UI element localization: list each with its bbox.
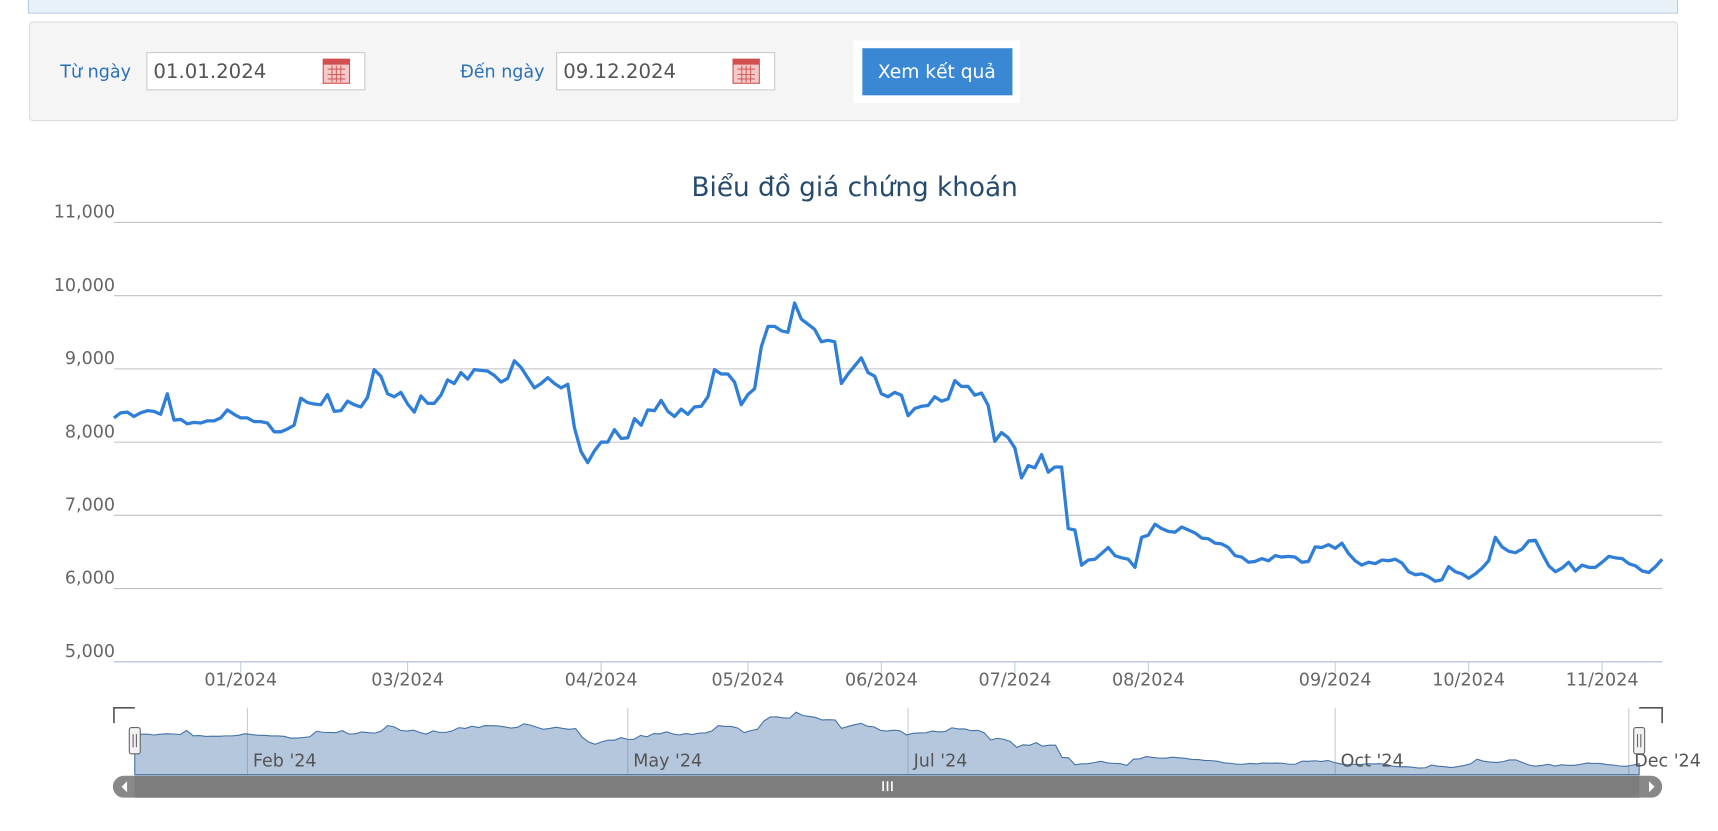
navigator-tick-label: Oct '24: [1341, 752, 1404, 772]
button-label: Xem kết quả: [878, 61, 996, 83]
y-tick-label: 11,000: [54, 203, 115, 223]
submit-button[interactable]: [862, 48, 1013, 96]
x-tick-label: 03/2024: [371, 670, 444, 690]
y-tick-label: 5,000: [65, 642, 115, 662]
to-value: 09.12.2024: [563, 60, 676, 83]
x-tick-label: 08/2024: [1112, 670, 1185, 690]
chart: 5,000 6,000 7,000 8,000 9,000 10,000 11,000 01/…: [54, 203, 1701, 798]
x-tick-label: 01/2024: [204, 670, 277, 690]
scrollbar-grip: [882, 781, 893, 792]
navigator-outline: [113, 707, 1663, 724]
calendar-icon[interactable]: [322, 58, 351, 84]
scroll-left[interactable]: [121, 781, 128, 793]
x-tick-label: 10/2024: [1432, 670, 1505, 690]
y-tick-label: 10,000: [54, 276, 115, 296]
y-tick-label: 6,000: [65, 569, 115, 589]
navigator-tick-label: Dec '24: [1634, 752, 1701, 772]
navigator-handle[interactable]: [1633, 726, 1646, 755]
x-tick-label: 05/2024: [712, 670, 785, 690]
navigator-tick-label: May '24: [633, 752, 702, 772]
y-tick-label: 9,000: [65, 349, 115, 369]
to-label: Đến ngày: [460, 61, 544, 82]
price-line: [112, 301, 1664, 583]
y-tick-label: 8,000: [65, 422, 115, 442]
x-tick-label: 06/2024: [845, 670, 918, 690]
navigator-tick-label: Feb '24: [253, 752, 317, 772]
y-tick-label: 7,000: [65, 495, 115, 515]
scroll-right[interactable]: [1649, 781, 1655, 793]
from-value: 01.01.2024: [153, 60, 266, 83]
calendar-icon[interactable]: [732, 58, 760, 84]
top-bar: [27, 0, 1679, 14]
from-label: Từ ngày: [59, 62, 131, 82]
navigator-handle[interactable]: [128, 726, 141, 755]
x-tick-label: 04/2024: [565, 670, 638, 690]
x-tick-label: 07/2024: [978, 670, 1051, 690]
chart-title: Biểu đồ giá chứng khoán: [692, 172, 1018, 203]
handle-grip: [1636, 734, 1642, 748]
x-tick-label: 11/2024: [1566, 670, 1639, 690]
navigator-area: [134, 711, 1640, 776]
handle-grip: [132, 734, 137, 748]
x-tick-label: 09/2024: [1299, 670, 1372, 690]
navigator-tick-label: Jul '24: [913, 752, 968, 772]
